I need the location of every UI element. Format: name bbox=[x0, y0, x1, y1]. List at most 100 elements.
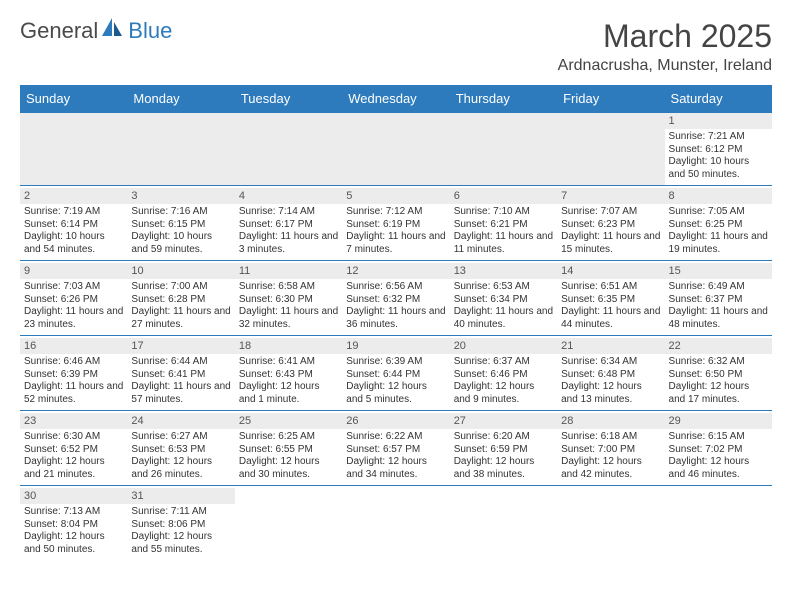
sunset-line: Sunset: 6:55 PM bbox=[239, 444, 338, 457]
sunset-line: Sunset: 6:25 PM bbox=[669, 219, 768, 232]
day-number: 27 bbox=[450, 413, 557, 429]
daylight-line: Daylight: 12 hours and 46 minutes. bbox=[669, 456, 768, 481]
daylight-line: Daylight: 10 hours and 50 minutes. bbox=[669, 156, 768, 181]
daylight-line: Daylight: 12 hours and 9 minutes. bbox=[454, 381, 553, 406]
day-number: 3 bbox=[127, 188, 234, 204]
calendar-cell bbox=[450, 113, 557, 186]
calendar-cell: 7 Sunrise: 7:07 AMSunset: 6:23 PMDaylight… bbox=[557, 186, 664, 261]
calendar-cell: 24Sunrise: 6:27 AMSunset: 6:53 PMDayligh… bbox=[127, 411, 234, 486]
day-header: Sunday bbox=[20, 85, 127, 113]
calendar-week: 1Sunrise: 7:21 AMSunset: 6:12 PMDaylight… bbox=[20, 113, 772, 186]
sunrise-line: Sunrise: 7:14 AM bbox=[239, 206, 338, 219]
sunset-line: Sunset: 8:04 PM bbox=[24, 519, 123, 532]
daylight-line: Daylight: 12 hours and 34 minutes. bbox=[346, 456, 445, 481]
daylight-line: Daylight: 11 hours and 3 minutes. bbox=[239, 231, 338, 256]
day-number: 15 bbox=[665, 263, 772, 279]
day-info: Sunrise: 6:53 AMSunset: 6:34 PMDaylight:… bbox=[454, 281, 553, 331]
day-number: 18 bbox=[235, 338, 342, 354]
day-number: 7 bbox=[557, 188, 664, 204]
day-info: Sunrise: 6:44 AMSunset: 6:41 PMDaylight:… bbox=[131, 356, 230, 406]
sunset-line: Sunset: 6:28 PM bbox=[131, 294, 230, 307]
day-info: Sunrise: 6:27 AMSunset: 6:53 PMDaylight:… bbox=[131, 431, 230, 481]
sunset-line: Sunset: 6:48 PM bbox=[561, 369, 660, 382]
calendar-cell: 13Sunrise: 6:53 AMSunset: 6:34 PMDayligh… bbox=[450, 261, 557, 336]
calendar-cell: 21Sunrise: 6:34 AMSunset: 6:48 PMDayligh… bbox=[557, 336, 664, 411]
day-number: 26 bbox=[342, 413, 449, 429]
day-number: 9 bbox=[20, 263, 127, 279]
sunrise-line: Sunrise: 6:39 AM bbox=[346, 356, 445, 369]
sunrise-line: Sunrise: 7:10 AM bbox=[454, 206, 553, 219]
sunrise-line: Sunrise: 6:49 AM bbox=[669, 281, 768, 294]
calendar-cell: 20Sunrise: 6:37 AMSunset: 6:46 PMDayligh… bbox=[450, 336, 557, 411]
title-block: March 2025 Ardnacrusha, Munster, Ireland bbox=[558, 18, 772, 81]
calendar-week: 30 Sunrise: 7:13 AMSunset: 8:04 PMDayligh… bbox=[20, 486, 772, 561]
sunset-line: Sunset: 6:43 PM bbox=[239, 369, 338, 382]
sunset-line: Sunset: 6:30 PM bbox=[239, 294, 338, 307]
calendar-cell: 29Sunrise: 6:15 AMSunset: 7:02 PMDayligh… bbox=[665, 411, 772, 486]
sunset-line: Sunset: 6:15 PM bbox=[131, 219, 230, 232]
day-info: Sunrise: 6:49 AMSunset: 6:37 PMDaylight:… bbox=[669, 281, 768, 331]
day-header: Monday bbox=[127, 85, 234, 113]
day-number: 30 bbox=[20, 488, 127, 504]
day-info: Sunrise: 7:13 AMSunset: 8:04 PMDaylight:… bbox=[24, 506, 123, 556]
daylight-line: Daylight: 11 hours and 40 minutes. bbox=[454, 306, 553, 331]
day-number: 25 bbox=[235, 413, 342, 429]
calendar-week: 23Sunrise: 6:30 AMSunset: 6:52 PMDayligh… bbox=[20, 411, 772, 486]
daylight-line: Daylight: 12 hours and 1 minute. bbox=[239, 381, 338, 406]
sunrise-line: Sunrise: 7:13 AM bbox=[24, 506, 123, 519]
day-info: Sunrise: 7:21 AMSunset: 6:12 PMDaylight:… bbox=[669, 131, 768, 181]
day-info: Sunrise: 6:20 AMSunset: 6:59 PMDaylight:… bbox=[454, 431, 553, 481]
logo: General Blue bbox=[20, 18, 172, 44]
sunrise-line: Sunrise: 7:12 AM bbox=[346, 206, 445, 219]
daylight-line: Daylight: 11 hours and 23 minutes. bbox=[24, 306, 123, 331]
day-number: 4 bbox=[235, 188, 342, 204]
sunset-line: Sunset: 6:14 PM bbox=[24, 219, 123, 232]
sunset-line: Sunset: 7:02 PM bbox=[669, 444, 768, 457]
day-info: Sunrise: 6:46 AMSunset: 6:39 PMDaylight:… bbox=[24, 356, 123, 406]
sunset-line: Sunset: 6:12 PM bbox=[669, 144, 768, 157]
calendar-cell: 23Sunrise: 6:30 AMSunset: 6:52 PMDayligh… bbox=[20, 411, 127, 486]
day-info: Sunrise: 7:19 AMSunset: 6:14 PMDaylight:… bbox=[24, 206, 123, 256]
day-header-row: SundayMondayTuesdayWednesdayThursdayFrid… bbox=[20, 85, 772, 113]
day-number: 12 bbox=[342, 263, 449, 279]
day-number: 10 bbox=[127, 263, 234, 279]
sunrise-line: Sunrise: 6:46 AM bbox=[24, 356, 123, 369]
sunset-line: Sunset: 6:59 PM bbox=[454, 444, 553, 457]
sunrise-line: Sunrise: 6:22 AM bbox=[346, 431, 445, 444]
calendar-cell bbox=[235, 486, 342, 561]
sunrise-line: Sunrise: 6:25 AM bbox=[239, 431, 338, 444]
sunrise-line: Sunrise: 7:21 AM bbox=[669, 131, 768, 144]
daylight-line: Daylight: 12 hours and 21 minutes. bbox=[24, 456, 123, 481]
day-number: 11 bbox=[235, 263, 342, 279]
calendar-cell: 10Sunrise: 7:00 AMSunset: 6:28 PMDayligh… bbox=[127, 261, 234, 336]
day-number: 19 bbox=[342, 338, 449, 354]
sunrise-line: Sunrise: 6:27 AM bbox=[131, 431, 230, 444]
calendar-cell: 6Sunrise: 7:10 AMSunset: 6:21 PMDaylight… bbox=[450, 186, 557, 261]
calendar-cell: 25Sunrise: 6:25 AMSunset: 6:55 PMDayligh… bbox=[235, 411, 342, 486]
month-title: March 2025 bbox=[558, 18, 772, 55]
day-number: 31 bbox=[127, 488, 234, 504]
sunrise-line: Sunrise: 7:16 AM bbox=[131, 206, 230, 219]
day-number: 29 bbox=[665, 413, 772, 429]
calendar-cell bbox=[557, 486, 664, 561]
day-number: 20 bbox=[450, 338, 557, 354]
daylight-line: Daylight: 11 hours and 57 minutes. bbox=[131, 381, 230, 406]
daylight-line: Daylight: 12 hours and 38 minutes. bbox=[454, 456, 553, 481]
sunrise-line: Sunrise: 6:37 AM bbox=[454, 356, 553, 369]
day-number: 17 bbox=[127, 338, 234, 354]
sunrise-line: Sunrise: 6:41 AM bbox=[239, 356, 338, 369]
daylight-line: Daylight: 11 hours and 27 minutes. bbox=[131, 306, 230, 331]
day-number: 14 bbox=[557, 263, 664, 279]
location: Ardnacrusha, Munster, Ireland bbox=[558, 57, 772, 75]
calendar-table: SundayMondayTuesdayWednesdayThursdayFrid… bbox=[20, 85, 772, 560]
calendar-cell: 11Sunrise: 6:58 AMSunset: 6:30 PMDayligh… bbox=[235, 261, 342, 336]
day-number: 28 bbox=[557, 413, 664, 429]
sunset-line: Sunset: 6:21 PM bbox=[454, 219, 553, 232]
daylight-line: Daylight: 11 hours and 7 minutes. bbox=[346, 231, 445, 256]
calendar-cell bbox=[127, 113, 234, 186]
day-info: Sunrise: 7:07 AMSunset: 6:23 PMDaylight:… bbox=[561, 206, 660, 256]
day-info: Sunrise: 6:30 AMSunset: 6:52 PMDaylight:… bbox=[24, 431, 123, 481]
day-info: Sunrise: 6:32 AMSunset: 6:50 PMDaylight:… bbox=[669, 356, 768, 406]
day-number: 22 bbox=[665, 338, 772, 354]
calendar-cell bbox=[450, 486, 557, 561]
